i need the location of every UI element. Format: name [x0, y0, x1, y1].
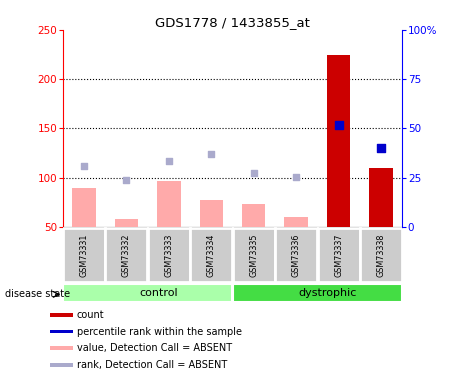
FancyBboxPatch shape: [232, 228, 275, 282]
Bar: [369, 168, 392, 227]
FancyBboxPatch shape: [106, 228, 147, 282]
Text: value, Detection Call = ABSENT: value, Detection Call = ABSENT: [77, 343, 232, 353]
FancyBboxPatch shape: [63, 228, 105, 282]
FancyBboxPatch shape: [318, 228, 359, 282]
Point: [377, 145, 385, 151]
Text: GSM73338: GSM73338: [377, 233, 385, 277]
Point: [335, 122, 342, 128]
FancyBboxPatch shape: [148, 228, 190, 282]
Bar: [50, 346, 73, 350]
Title: GDS1778 / 1433855_at: GDS1778 / 1433855_at: [155, 16, 310, 29]
Point: [250, 170, 258, 176]
FancyBboxPatch shape: [190, 228, 232, 282]
Bar: [73, 188, 96, 227]
FancyBboxPatch shape: [275, 228, 317, 282]
Point: [165, 158, 173, 164]
FancyBboxPatch shape: [360, 228, 402, 282]
Text: dystrophic: dystrophic: [299, 288, 357, 297]
Text: GSM73332: GSM73332: [122, 233, 131, 277]
Text: GSM73333: GSM73333: [164, 233, 173, 277]
Text: GSM73337: GSM73337: [334, 233, 343, 277]
Bar: [50, 330, 73, 333]
Text: count: count: [77, 310, 105, 320]
Bar: [199, 200, 223, 227]
Text: GSM73331: GSM73331: [80, 233, 88, 277]
Bar: [50, 313, 73, 316]
Bar: [327, 55, 350, 227]
Text: GSM73334: GSM73334: [207, 233, 216, 277]
Text: GSM73336: GSM73336: [292, 233, 301, 277]
Text: disease state: disease state: [5, 290, 70, 299]
Bar: [285, 217, 308, 227]
Text: GSM73335: GSM73335: [249, 233, 258, 277]
FancyBboxPatch shape: [63, 284, 232, 302]
Point: [80, 163, 88, 169]
Point: [207, 151, 215, 157]
Bar: [157, 181, 180, 227]
Bar: [242, 204, 266, 227]
Point: [292, 174, 300, 180]
Text: control: control: [139, 288, 178, 297]
FancyBboxPatch shape: [233, 284, 402, 302]
Bar: [50, 363, 73, 367]
Bar: [115, 219, 138, 227]
Point: [123, 177, 130, 183]
Text: percentile rank within the sample: percentile rank within the sample: [77, 327, 242, 336]
Text: rank, Detection Call = ABSENT: rank, Detection Call = ABSENT: [77, 360, 227, 370]
